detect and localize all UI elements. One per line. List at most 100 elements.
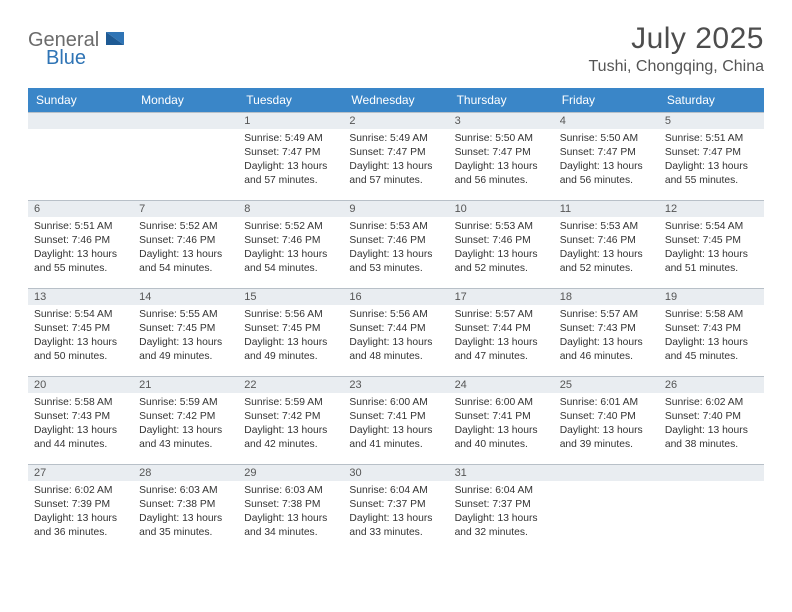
calendar-cell: 24Sunrise: 6:00 AMSunset: 7:41 PMDayligh… bbox=[449, 376, 554, 464]
calendar-cell: 10Sunrise: 5:53 AMSunset: 7:46 PMDayligh… bbox=[449, 200, 554, 288]
day-number: 26 bbox=[659, 376, 764, 393]
page-header: General Blue July 2025 Tushi, Chongqing,… bbox=[28, 22, 764, 76]
day-details: Sunrise: 6:02 AMSunset: 7:40 PMDaylight:… bbox=[659, 393, 764, 458]
day-details: Sunrise: 5:52 AMSunset: 7:46 PMDaylight:… bbox=[133, 217, 238, 282]
day-details: Sunrise: 6:01 AMSunset: 7:40 PMDaylight:… bbox=[554, 393, 659, 458]
day-number: 7 bbox=[133, 200, 238, 217]
day-details: Sunrise: 6:03 AMSunset: 7:38 PMDaylight:… bbox=[133, 481, 238, 546]
day-details: Sunrise: 5:50 AMSunset: 7:47 PMDaylight:… bbox=[554, 129, 659, 194]
calendar-cell: 5Sunrise: 5:51 AMSunset: 7:47 PMDaylight… bbox=[659, 112, 764, 200]
logo-icon: General Blue bbox=[28, 28, 146, 66]
calendar-cell: 18Sunrise: 5:57 AMSunset: 7:43 PMDayligh… bbox=[554, 288, 659, 376]
calendar-cell: 4Sunrise: 5:50 AMSunset: 7:47 PMDaylight… bbox=[554, 112, 659, 200]
weekday-header: Monday bbox=[133, 88, 238, 112]
day-number: 6 bbox=[28, 200, 133, 217]
calendar-cell: 26Sunrise: 6:02 AMSunset: 7:40 PMDayligh… bbox=[659, 376, 764, 464]
day-details: Sunrise: 5:58 AMSunset: 7:43 PMDaylight:… bbox=[659, 305, 764, 370]
calendar-cell: 6Sunrise: 5:51 AMSunset: 7:46 PMDaylight… bbox=[28, 200, 133, 288]
day-details: Sunrise: 5:49 AMSunset: 7:47 PMDaylight:… bbox=[238, 129, 343, 194]
day-details: Sunrise: 6:03 AMSunset: 7:38 PMDaylight:… bbox=[238, 481, 343, 546]
day-number: 18 bbox=[554, 288, 659, 305]
calendar-cell: 25Sunrise: 6:01 AMSunset: 7:40 PMDayligh… bbox=[554, 376, 659, 464]
day-details: Sunrise: 5:49 AMSunset: 7:47 PMDaylight:… bbox=[343, 129, 448, 194]
calendar-row: 1Sunrise: 5:49 AMSunset: 7:47 PMDaylight… bbox=[28, 112, 764, 200]
day-number: 12 bbox=[659, 200, 764, 217]
day-number: 8 bbox=[238, 200, 343, 217]
day-number: 21 bbox=[133, 376, 238, 393]
day-number: 15 bbox=[238, 288, 343, 305]
title-block: July 2025 Tushi, Chongqing, China bbox=[588, 22, 764, 76]
day-number: 22 bbox=[238, 376, 343, 393]
day-details: Sunrise: 5:52 AMSunset: 7:46 PMDaylight:… bbox=[238, 217, 343, 282]
calendar-cell bbox=[133, 112, 238, 200]
day-details: Sunrise: 6:02 AMSunset: 7:39 PMDaylight:… bbox=[28, 481, 133, 546]
calendar-cell: 2Sunrise: 5:49 AMSunset: 7:47 PMDaylight… bbox=[343, 112, 448, 200]
weekday-header: Friday bbox=[554, 88, 659, 112]
day-number: 17 bbox=[449, 288, 554, 305]
day-details: Sunrise: 5:51 AMSunset: 7:47 PMDaylight:… bbox=[659, 129, 764, 194]
day-details: Sunrise: 6:00 AMSunset: 7:41 PMDaylight:… bbox=[449, 393, 554, 458]
weekday-header-row: SundayMondayTuesdayWednesdayThursdayFrid… bbox=[28, 88, 764, 112]
weekday-header: Wednesday bbox=[343, 88, 448, 112]
svg-text:Blue: Blue bbox=[46, 47, 86, 66]
calendar-row: 20Sunrise: 5:58 AMSunset: 7:43 PMDayligh… bbox=[28, 376, 764, 464]
day-details: Sunrise: 5:55 AMSunset: 7:45 PMDaylight:… bbox=[133, 305, 238, 370]
day-details: Sunrise: 5:54 AMSunset: 7:45 PMDaylight:… bbox=[659, 217, 764, 282]
day-details: Sunrise: 5:57 AMSunset: 7:44 PMDaylight:… bbox=[449, 305, 554, 370]
calendar-cell: 15Sunrise: 5:56 AMSunset: 7:45 PMDayligh… bbox=[238, 288, 343, 376]
day-number: 27 bbox=[28, 464, 133, 481]
day-number: 1 bbox=[238, 112, 343, 129]
calendar-row: 13Sunrise: 5:54 AMSunset: 7:45 PMDayligh… bbox=[28, 288, 764, 376]
day-number: 13 bbox=[28, 288, 133, 305]
day-number: 30 bbox=[343, 464, 448, 481]
day-number: 20 bbox=[28, 376, 133, 393]
day-number-blank bbox=[659, 464, 764, 481]
day-details: Sunrise: 6:00 AMSunset: 7:41 PMDaylight:… bbox=[343, 393, 448, 458]
location: Tushi, Chongqing, China bbox=[588, 58, 764, 76]
day-details: Sunrise: 5:56 AMSunset: 7:44 PMDaylight:… bbox=[343, 305, 448, 370]
day-number: 2 bbox=[343, 112, 448, 129]
weekday-header: Saturday bbox=[659, 88, 764, 112]
calendar-cell: 20Sunrise: 5:58 AMSunset: 7:43 PMDayligh… bbox=[28, 376, 133, 464]
day-number-blank bbox=[554, 464, 659, 481]
day-number: 29 bbox=[238, 464, 343, 481]
day-number: 10 bbox=[449, 200, 554, 217]
day-details: Sunrise: 6:04 AMSunset: 7:37 PMDaylight:… bbox=[449, 481, 554, 546]
day-number: 11 bbox=[554, 200, 659, 217]
day-number: 23 bbox=[343, 376, 448, 393]
day-details: Sunrise: 5:50 AMSunset: 7:47 PMDaylight:… bbox=[449, 129, 554, 194]
calendar-body: 1Sunrise: 5:49 AMSunset: 7:47 PMDaylight… bbox=[28, 112, 764, 552]
day-details: Sunrise: 5:59 AMSunset: 7:42 PMDaylight:… bbox=[133, 393, 238, 458]
day-details: Sunrise: 5:53 AMSunset: 7:46 PMDaylight:… bbox=[449, 217, 554, 282]
calendar-row: 27Sunrise: 6:02 AMSunset: 7:39 PMDayligh… bbox=[28, 464, 764, 552]
weekday-header: Sunday bbox=[28, 88, 133, 112]
calendar-cell: 21Sunrise: 5:59 AMSunset: 7:42 PMDayligh… bbox=[133, 376, 238, 464]
day-details: Sunrise: 5:53 AMSunset: 7:46 PMDaylight:… bbox=[554, 217, 659, 282]
calendar-cell: 11Sunrise: 5:53 AMSunset: 7:46 PMDayligh… bbox=[554, 200, 659, 288]
calendar-cell: 7Sunrise: 5:52 AMSunset: 7:46 PMDaylight… bbox=[133, 200, 238, 288]
day-number-blank bbox=[133, 112, 238, 129]
calendar-cell: 12Sunrise: 5:54 AMSunset: 7:45 PMDayligh… bbox=[659, 200, 764, 288]
weekday-header: Thursday bbox=[449, 88, 554, 112]
calendar-cell: 17Sunrise: 5:57 AMSunset: 7:44 PMDayligh… bbox=[449, 288, 554, 376]
day-number: 4 bbox=[554, 112, 659, 129]
day-number: 28 bbox=[133, 464, 238, 481]
calendar-cell: 30Sunrise: 6:04 AMSunset: 7:37 PMDayligh… bbox=[343, 464, 448, 552]
logo: General Blue bbox=[28, 28, 146, 66]
calendar-table: SundayMondayTuesdayWednesdayThursdayFrid… bbox=[28, 88, 764, 552]
day-number: 24 bbox=[449, 376, 554, 393]
day-details: Sunrise: 5:51 AMSunset: 7:46 PMDaylight:… bbox=[28, 217, 133, 282]
calendar-cell: 8Sunrise: 5:52 AMSunset: 7:46 PMDaylight… bbox=[238, 200, 343, 288]
calendar-cell: 28Sunrise: 6:03 AMSunset: 7:38 PMDayligh… bbox=[133, 464, 238, 552]
calendar-cell: 22Sunrise: 5:59 AMSunset: 7:42 PMDayligh… bbox=[238, 376, 343, 464]
day-details: Sunrise: 5:56 AMSunset: 7:45 PMDaylight:… bbox=[238, 305, 343, 370]
calendar-cell: 13Sunrise: 5:54 AMSunset: 7:45 PMDayligh… bbox=[28, 288, 133, 376]
day-number: 25 bbox=[554, 376, 659, 393]
weekday-header: Tuesday bbox=[238, 88, 343, 112]
calendar-cell: 31Sunrise: 6:04 AMSunset: 7:37 PMDayligh… bbox=[449, 464, 554, 552]
calendar-cell: 19Sunrise: 5:58 AMSunset: 7:43 PMDayligh… bbox=[659, 288, 764, 376]
day-number: 19 bbox=[659, 288, 764, 305]
day-details: Sunrise: 5:57 AMSunset: 7:43 PMDaylight:… bbox=[554, 305, 659, 370]
day-details: Sunrise: 5:54 AMSunset: 7:45 PMDaylight:… bbox=[28, 305, 133, 370]
day-number: 3 bbox=[449, 112, 554, 129]
